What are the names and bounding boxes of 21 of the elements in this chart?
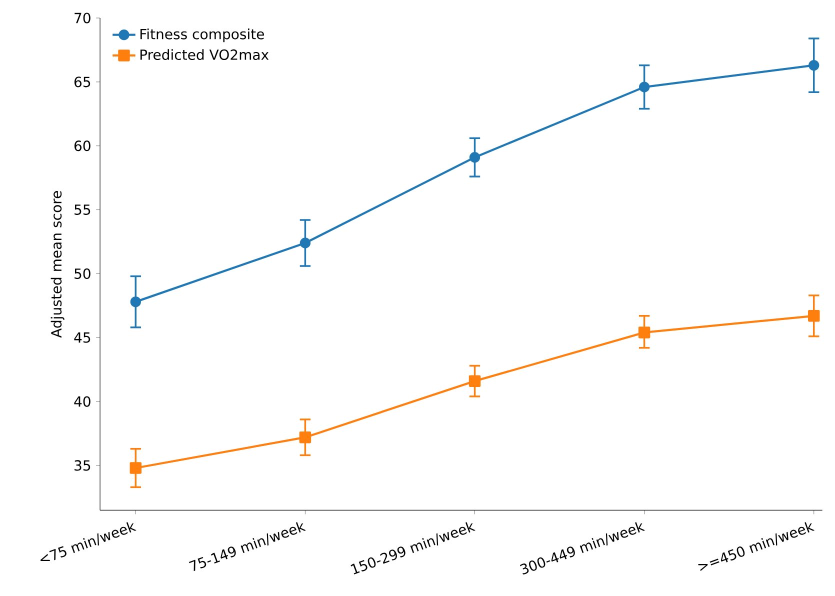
point xyxy=(300,238,311,248)
y-tick-label: 55 xyxy=(74,204,90,215)
point xyxy=(808,310,820,322)
point xyxy=(638,326,650,338)
point xyxy=(130,296,141,308)
point xyxy=(468,375,481,387)
y-axis-title: Adjusted mean score xyxy=(50,190,64,338)
point xyxy=(469,152,480,163)
legend-label: Predicted VO2max xyxy=(140,49,269,60)
legend-label: Fitness composite xyxy=(140,28,264,42)
point xyxy=(299,431,312,444)
y-tick-label: 50 xyxy=(74,268,90,279)
y-tick-label: 60 xyxy=(74,140,90,152)
y-tick-label: 70 xyxy=(74,12,90,24)
point xyxy=(130,462,142,474)
y-tick-label: 45 xyxy=(74,332,90,343)
y-tick-label: 35 xyxy=(74,460,90,471)
y-tick-label: 65 xyxy=(74,76,90,88)
point xyxy=(638,82,650,92)
y-tick-label: 40 xyxy=(74,396,90,407)
point xyxy=(808,60,820,71)
